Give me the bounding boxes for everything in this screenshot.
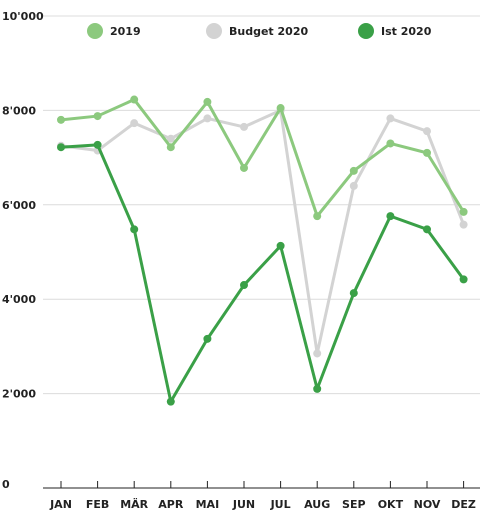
data-point xyxy=(386,139,395,148)
data-point xyxy=(423,148,431,157)
x-tick-label: JAN xyxy=(49,498,72,511)
x-tick-label: FEB xyxy=(86,498,109,511)
y-tick-label: 4'000 xyxy=(2,293,36,306)
data-point xyxy=(276,241,285,250)
series-line xyxy=(59,143,466,404)
data-point xyxy=(130,95,139,104)
data-point xyxy=(349,166,358,175)
series-line xyxy=(59,98,466,218)
x-tick-label: MAI xyxy=(196,498,220,511)
data-point xyxy=(93,112,102,121)
x-tick-label: APR xyxy=(158,498,184,511)
legend-label: Ist 2020 xyxy=(381,25,432,38)
data-point xyxy=(313,212,322,221)
legend-label: Budget 2020 xyxy=(229,25,308,38)
x-tick-label: AUG xyxy=(304,498,330,511)
data-point xyxy=(130,225,139,234)
data-point xyxy=(349,289,358,298)
data-point xyxy=(423,127,431,136)
x-tick-label: JUL xyxy=(270,498,291,511)
data-point xyxy=(313,384,322,393)
y-tick-label: 6'000 xyxy=(2,199,36,212)
data-point xyxy=(459,220,468,229)
data-point xyxy=(57,115,65,124)
data-point xyxy=(459,275,468,284)
grid-lines xyxy=(43,15,480,395)
data-point xyxy=(386,212,395,221)
data-point xyxy=(166,134,175,143)
x-tick-label: SEP xyxy=(342,498,366,511)
data-point xyxy=(313,349,322,358)
data-point xyxy=(130,119,139,128)
x-tick-label: OKT xyxy=(378,498,404,511)
data-point xyxy=(386,114,395,123)
data-point xyxy=(166,397,175,406)
legend: 2019 Budget 2020 Ist 2020 xyxy=(87,23,432,39)
data-point xyxy=(203,334,212,343)
series-ist-2020 xyxy=(57,140,468,406)
x-tick-label: MÄR xyxy=(120,497,148,511)
y-tick-label: 2'000 xyxy=(2,388,36,401)
legend-swatch xyxy=(206,23,222,39)
x-axis-ticks: JAN FEB MÄR APR MAI JUN JUL AUG SEP OKT NOV DEZ xyxy=(49,481,476,511)
data-point xyxy=(240,122,248,131)
data-point xyxy=(203,114,212,123)
series-line xyxy=(59,108,466,355)
data-point xyxy=(349,181,358,190)
data-point xyxy=(423,225,431,234)
data-point xyxy=(57,143,65,152)
y-tick-label: 8'000 xyxy=(2,104,36,117)
data-point xyxy=(459,207,468,216)
data-point xyxy=(240,281,248,290)
data-point xyxy=(93,140,102,149)
series-budget-2020 xyxy=(57,106,468,358)
series-group xyxy=(57,95,468,406)
data-point xyxy=(240,163,248,172)
series-2019 xyxy=(57,95,468,221)
data-point xyxy=(203,97,212,106)
legend-label: 2019 xyxy=(110,25,141,38)
data-point xyxy=(276,104,285,113)
legend-swatch xyxy=(87,23,103,39)
legend-swatch xyxy=(358,23,374,39)
data-point xyxy=(166,143,175,152)
y-tick-label: 0 xyxy=(2,478,10,491)
y-tick-label: 10'000 xyxy=(2,10,44,23)
x-tick-label: DEZ xyxy=(451,498,476,511)
y-axis-ticks: 0 2'000 4'000 6'000 8'000 10'000 xyxy=(2,10,44,491)
x-tick-label: JUN xyxy=(232,498,255,511)
x-tick-label: NOV xyxy=(414,498,441,511)
